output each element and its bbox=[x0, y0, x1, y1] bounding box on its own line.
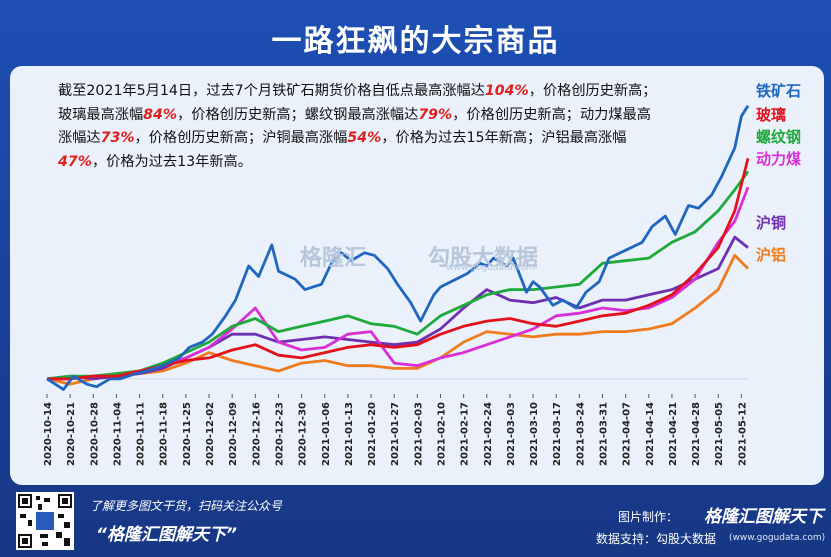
page-title: 一路狂飙的大宗商品 bbox=[271, 24, 560, 59]
x-tick-label: 2021-01-20 bbox=[367, 402, 378, 466]
x-tick-label: 2021-03-17 bbox=[552, 402, 563, 466]
x-tick-label: 2021-02-10 bbox=[436, 402, 447, 466]
series-line-沪铜 bbox=[46, 235, 749, 381]
x-tick-label: 2020-10-28 bbox=[89, 402, 100, 466]
x-tick-label: 2021-03-31 bbox=[599, 402, 610, 466]
caption-text: ，价格创历史新高；玻璃最高涨幅 bbox=[58, 83, 657, 123]
caption-text: 截至2021年5月14日，过去7个月铁矿石期货价格自低点最高涨幅达 bbox=[58, 83, 485, 99]
x-tick-label: 2021-04-07 bbox=[622, 402, 633, 466]
x-tick-label: 2021-03-03 bbox=[506, 402, 517, 466]
legend-aluminum: 沪铝 bbox=[756, 246, 787, 264]
chart-annotation: 截至2021年5月14日，过去7个月铁矿石期货价格自低点最高涨幅达104%，价格… bbox=[58, 80, 658, 174]
x-tick-label: 2020-12-09 bbox=[228, 402, 239, 466]
series-line-螺纹钢 bbox=[46, 170, 750, 381]
x-tick-label: 2021-01-27 bbox=[390, 402, 401, 466]
legend-rebar: 螺纹钢 bbox=[756, 128, 802, 146]
x-tick-label: 2021-05-12 bbox=[737, 402, 748, 466]
x-tick-label: 2020-10-21 bbox=[66, 402, 77, 466]
chart-series bbox=[46, 105, 750, 391]
x-axis-tick-labels: 2020-10-14 2020-10-21 2020-10-28 2020-11-04… bbox=[43, 394, 748, 466]
chart-panel bbox=[10, 66, 824, 485]
x-tick-label: 2020-11-25 bbox=[182, 402, 193, 466]
caption-text: ，价格创历史新高；螺纹钢最高涨幅达 bbox=[177, 106, 419, 123]
caption-highlight: 73% bbox=[100, 130, 135, 146]
legend-iron-ore: 铁矿石 bbox=[756, 82, 802, 100]
x-tick-label: 2020-12-23 bbox=[274, 402, 285, 466]
caption-highlight: 104% bbox=[484, 83, 529, 99]
x-tick-label: 2020-11-11 bbox=[136, 402, 147, 466]
x-tick-label: 2021-04-21 bbox=[668, 402, 679, 466]
caption-highlight: 54% bbox=[347, 130, 382, 146]
x-tick-label: 2020-11-18 bbox=[159, 402, 170, 466]
series-line-沪铝 bbox=[46, 253, 749, 386]
x-tick-label: 2020-12-02 bbox=[205, 402, 216, 466]
x-tick-label: 2021-04-14 bbox=[645, 402, 656, 466]
x-tick-label: 2021-02-24 bbox=[483, 402, 494, 466]
x-tick-label: 2021-01-13 bbox=[344, 402, 355, 466]
footer-maker-label: 图片制作： bbox=[618, 510, 679, 524]
caption-text: ，价格为过去13年新高。 bbox=[91, 153, 252, 170]
qr-code-icon bbox=[16, 492, 74, 550]
caption-text: ，价格为过去15年新高；沪铝最高涨幅 bbox=[381, 130, 627, 146]
x-tick-label: 2020-11-04 bbox=[112, 402, 123, 466]
caption-highlight: 79% bbox=[418, 106, 453, 123]
caption-text: ，价格创历史新高；动力煤最高涨幅达 bbox=[58, 106, 651, 147]
x-tick-label: 2020-12-16 bbox=[251, 402, 262, 466]
legend-glass: 玻璃 bbox=[756, 106, 787, 124]
footer-slogan: “格隆汇图解天下” bbox=[96, 525, 237, 545]
x-tick-label: 2021-02-03 bbox=[413, 402, 424, 466]
x-tick-label: 2020-10-14 bbox=[43, 402, 54, 466]
footer-data-source: 数据支持：勾股大数据 bbox=[596, 532, 717, 546]
caption-text: ，价格创历史新高；沪铜最高涨幅 bbox=[134, 130, 348, 146]
x-tick-label: 2021-02-17 bbox=[460, 402, 471, 466]
watermark-text: 勾股大数据 bbox=[428, 246, 539, 271]
x-tick-label: 2020-12-30 bbox=[298, 402, 309, 466]
footer-url: (www.gogudata.com) bbox=[729, 533, 826, 543]
x-tick-label: 2021-01-06 bbox=[321, 402, 332, 466]
watermark-logo: 格隆汇 bbox=[300, 246, 367, 271]
x-tick-label: 2021-05-05 bbox=[714, 402, 725, 466]
footer-maker-brand: 格隆汇图解天下 bbox=[704, 507, 823, 527]
legend-thermal-coal: 动力煤 bbox=[756, 150, 802, 168]
x-tick-label: 2021-03-10 bbox=[529, 402, 540, 466]
legend-copper: 沪铜 bbox=[756, 214, 787, 232]
x-tick-label: 2021-04-28 bbox=[691, 402, 702, 466]
series-line-玻璃 bbox=[47, 157, 750, 381]
caption-highlight: 47% bbox=[58, 153, 92, 170]
series-line-铁矿石 bbox=[46, 105, 750, 391]
caption-highlight: 84% bbox=[143, 106, 178, 123]
x-tick-label: 2021-03-24 bbox=[575, 402, 586, 466]
footer-promo-text: 了解更多图文干货，扫码关注公众号 bbox=[90, 499, 283, 513]
watermark-url: www.gogudata.com bbox=[446, 263, 536, 273]
